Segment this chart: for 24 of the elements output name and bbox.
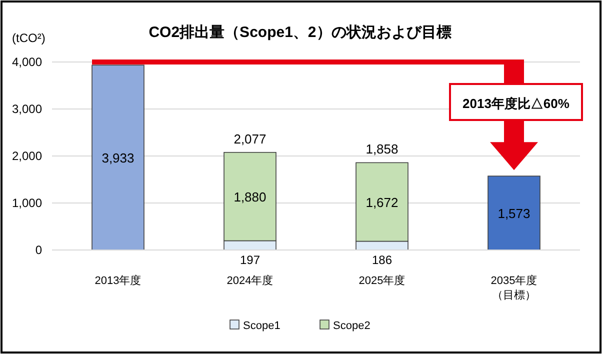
data-label: 1,672 (366, 194, 398, 210)
total-label: 1,858 (366, 142, 398, 157)
data-label: 3,933 (102, 150, 134, 166)
bar (92, 64, 144, 250)
x-tick-label: 2013年度 (94, 274, 142, 287)
x-tick-label: 2035年度（目標） (490, 274, 538, 302)
bar (488, 176, 540, 250)
y-axis-title: (tCO²) (12, 31, 46, 45)
x-tick-label: 2024年度 (226, 274, 274, 287)
legend-label: Scope1 (243, 320, 280, 332)
annotation: 2013年度比△60% (462, 96, 570, 111)
total-label: 2,077 (234, 131, 266, 146)
data-label: 1,573 (498, 206, 530, 222)
data-label: 1,880 (234, 190, 266, 205)
x-tick-label: 2025年度 (358, 274, 406, 287)
y-tick-label: 0 (35, 243, 42, 257)
y-tick-label: 2,000 (12, 149, 42, 163)
data-label: 197 (240, 253, 260, 267)
chart-title: CO2排出量（Scope1、2）の状況および目標 (148, 24, 452, 41)
y-tick-label: 4,000 (12, 55, 42, 69)
data-label: 186 (372, 253, 392, 267)
y-tick-label: 1,000 (12, 196, 42, 210)
legend-label: Scope2 (333, 320, 370, 332)
y-tick-label: 3,000 (12, 102, 42, 116)
